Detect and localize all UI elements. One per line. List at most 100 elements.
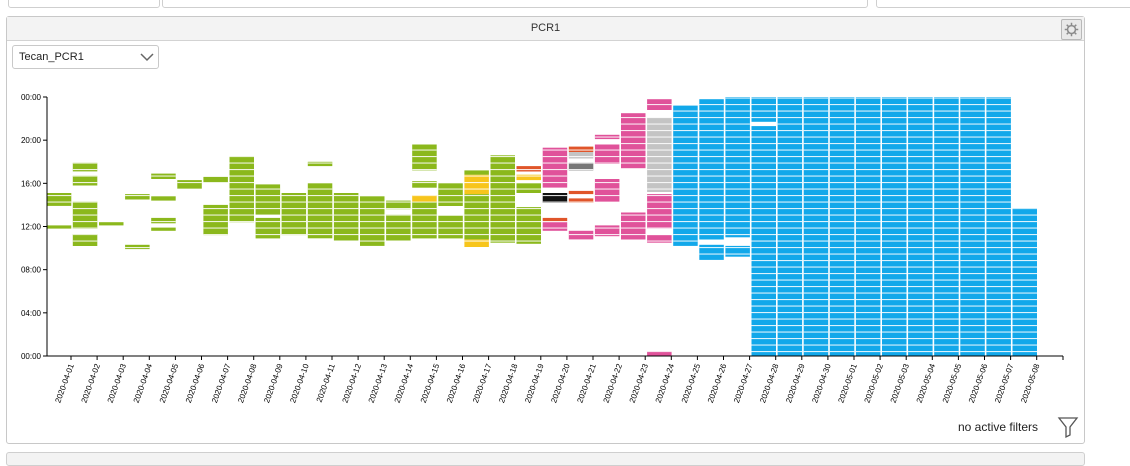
run-separator-2020-04-16-0 bbox=[438, 215, 463, 239]
run-separator-2020-04-20-2 bbox=[542, 193, 568, 203]
x-tick-label: 2020-05-07 bbox=[993, 362, 1016, 404]
run-separator-2020-04-14-1 bbox=[386, 200, 411, 210]
run-separator-2020-04-24-1 bbox=[647, 235, 672, 243]
run-separator-2020-04-15-0 bbox=[412, 201, 437, 239]
run-separator-2020-04-12-0 bbox=[333, 193, 359, 241]
y-tick-label: 00:00 bbox=[21, 93, 42, 102]
run-separator-2020-04-04-0 bbox=[125, 244, 150, 250]
run-separator-2020-04-21-3 bbox=[568, 162, 594, 171]
x-tick-label: 2020-04-22 bbox=[602, 362, 625, 404]
x-tick-label: 2020-04-18 bbox=[497, 362, 520, 404]
y-tick-label: 08:00 bbox=[21, 266, 42, 275]
run-separator-2020-04-29-0 bbox=[777, 97, 803, 356]
run-separator-2020-04-17-0 bbox=[464, 239, 489, 247]
usage-block-2020-04-21-2 bbox=[568, 190, 594, 195]
run-separator-2020-04-05-3 bbox=[151, 173, 176, 179]
run-separator-2020-04-17-1 bbox=[464, 194, 489, 240]
gear-icon[interactable] bbox=[1061, 19, 1082, 40]
x-tick-label: 2020-04-21 bbox=[575, 362, 598, 404]
run-separator-2020-04-09-1 bbox=[255, 184, 281, 215]
run-separator-2020-04-09-0 bbox=[255, 217, 281, 239]
run-separator-2020-04-17-3 bbox=[464, 170, 489, 175]
y-tick-label: 16:00 bbox=[21, 179, 42, 188]
run-separator-2020-04-26-0 bbox=[699, 244, 724, 260]
x-tick-label: 2020-05-05 bbox=[941, 362, 964, 404]
run-separator-2020-04-15-2 bbox=[412, 181, 437, 188]
top-search-field[interactable] bbox=[162, 0, 868, 8]
run-separator-2020-04-28-1 bbox=[751, 97, 776, 122]
run-separator-2020-04-26-1 bbox=[699, 99, 724, 240]
run-separator-2020-04-13-0 bbox=[360, 196, 385, 246]
run-separator-2020-04-27-0 bbox=[725, 245, 750, 257]
x-tick-label: 2020-04-15 bbox=[419, 362, 442, 404]
run-separator-2020-04-19-3 bbox=[516, 166, 541, 172]
run-separator-2020-04-22-1 bbox=[594, 179, 620, 202]
instrument-select[interactable]: Tecan_PCR1 bbox=[12, 45, 159, 69]
run-separator-2020-04-04-1 bbox=[125, 194, 150, 200]
run-separator-2020-04-22-0 bbox=[594, 225, 620, 237]
usage-block-2020-04-01-0 bbox=[46, 225, 72, 229]
chevron-down-icon bbox=[140, 53, 154, 62]
x-tick-label: 2020-04-17 bbox=[471, 362, 494, 404]
run-separator-2020-04-21-0 bbox=[568, 230, 594, 240]
x-tick-label: 2020-05-04 bbox=[915, 362, 938, 404]
x-tick-label: 2020-04-26 bbox=[706, 362, 729, 404]
run-separator-2020-04-22-3 bbox=[594, 134, 620, 140]
x-tick-label: 2020-04-29 bbox=[784, 362, 807, 404]
run-separator-2020-05-02-0 bbox=[855, 97, 881, 356]
x-tick-label: 2020-04-20 bbox=[549, 362, 572, 404]
run-separator-2020-04-23-1 bbox=[621, 113, 646, 169]
run-separator-2020-04-05-1 bbox=[151, 217, 176, 224]
run-separator-2020-04-21-5 bbox=[568, 146, 594, 152]
run-separator-2020-04-05-2 bbox=[151, 196, 176, 201]
run-separator-2020-04-24-0 bbox=[647, 351, 672, 356]
run-separator-2020-05-01-0 bbox=[829, 97, 855, 356]
x-tick-label: 2020-05-02 bbox=[863, 362, 886, 404]
usage-block-2020-04-05-0 bbox=[151, 227, 176, 231]
run-separator-2020-04-18-0 bbox=[490, 155, 515, 243]
x-tick-label: 2020-04-10 bbox=[288, 362, 311, 404]
y-tick-label: 12:00 bbox=[21, 223, 42, 232]
run-separator-2020-04-14-0 bbox=[386, 214, 411, 241]
run-separator-2020-04-02-0 bbox=[72, 234, 98, 246]
run-separator-2020-05-04-0 bbox=[908, 97, 933, 356]
x-tick-label: 2020-05-08 bbox=[1019, 362, 1042, 404]
panel-title: PCR1 bbox=[530, 22, 561, 34]
x-tick-label: 2020-04-25 bbox=[680, 362, 703, 404]
x-tick-label: 2020-04-02 bbox=[80, 362, 103, 404]
x-tick-label: 2020-04-12 bbox=[341, 362, 364, 404]
x-tick-label: 2020-04-09 bbox=[262, 362, 285, 404]
x-tick-label: 2020-04-03 bbox=[106, 362, 129, 404]
usage-block-2020-04-03-0 bbox=[99, 222, 124, 226]
run-separator-2020-04-19-1 bbox=[516, 183, 541, 193]
panel-header: PCR1 bbox=[7, 17, 1084, 41]
bars-layer bbox=[46, 97, 1037, 356]
run-separator-2020-04-30-0 bbox=[803, 97, 829, 356]
run-separator-2020-04-27-1 bbox=[725, 97, 750, 238]
run-separator-2020-05-06-0 bbox=[960, 97, 985, 356]
x-tick-label: 2020-04-14 bbox=[393, 362, 416, 404]
run-separator-2020-04-23-0 bbox=[621, 212, 646, 240]
y-tick-label: 20:00 bbox=[21, 136, 42, 145]
top-left-control[interactable] bbox=[8, 0, 160, 8]
x-tick-label: 2020-04-01 bbox=[53, 362, 76, 404]
x-tick-label: 2020-04-27 bbox=[732, 362, 755, 404]
x-tick-label: 2020-04-24 bbox=[654, 362, 677, 404]
x-tick-label: 2020-04-28 bbox=[758, 362, 781, 404]
run-separator-2020-05-03-0 bbox=[882, 97, 907, 356]
run-separator-2020-04-06-0 bbox=[177, 180, 202, 189]
top-right-control[interactable] bbox=[876, 0, 1130, 8]
run-separator-2020-04-28-0 bbox=[751, 126, 776, 356]
x-tick-label: 2020-04-08 bbox=[236, 362, 259, 404]
x-tick-label: 2020-04-05 bbox=[158, 362, 181, 404]
run-separator-2020-05-05-0 bbox=[934, 97, 959, 356]
run-separator-2020-04-20-0 bbox=[542, 222, 568, 231]
funnel-icon[interactable] bbox=[1057, 415, 1079, 439]
run-separator-2020-04-07-1 bbox=[203, 176, 228, 183]
run-separator-2020-04-10-0 bbox=[281, 193, 307, 236]
run-separator-2020-04-16-1 bbox=[438, 183, 463, 206]
y-tick-label: 04:00 bbox=[21, 309, 42, 318]
run-separator-2020-04-11-0 bbox=[307, 183, 333, 239]
run-separator-2020-05-08-0 bbox=[1012, 208, 1037, 356]
x-tick-label: 2020-04-19 bbox=[523, 362, 546, 404]
